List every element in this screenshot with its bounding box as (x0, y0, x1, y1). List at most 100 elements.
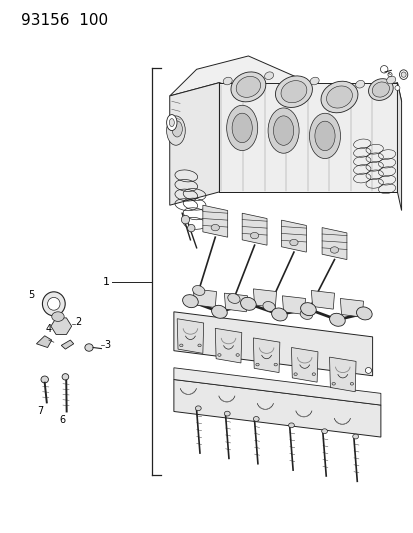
Polygon shape (51, 318, 71, 335)
Ellipse shape (380, 66, 387, 73)
Ellipse shape (329, 313, 344, 326)
Polygon shape (169, 56, 401, 115)
Ellipse shape (394, 85, 399, 90)
Ellipse shape (262, 302, 275, 311)
Ellipse shape (400, 72, 405, 77)
Ellipse shape (226, 106, 257, 150)
Ellipse shape (166, 116, 185, 145)
Ellipse shape (273, 364, 277, 366)
Ellipse shape (356, 307, 371, 320)
Ellipse shape (211, 305, 227, 318)
Ellipse shape (288, 423, 294, 427)
Ellipse shape (192, 286, 204, 295)
Polygon shape (339, 298, 363, 317)
Polygon shape (202, 205, 227, 237)
Ellipse shape (181, 215, 189, 224)
Polygon shape (173, 379, 380, 437)
Ellipse shape (399, 70, 407, 79)
Text: 2: 2 (75, 318, 81, 327)
Text: 4: 4 (46, 324, 52, 334)
Ellipse shape (355, 80, 364, 88)
Polygon shape (253, 289, 276, 308)
Polygon shape (396, 83, 401, 211)
Ellipse shape (179, 344, 183, 346)
Ellipse shape (268, 108, 298, 153)
Ellipse shape (264, 72, 273, 79)
Polygon shape (173, 368, 380, 405)
Polygon shape (219, 83, 396, 192)
Ellipse shape (187, 224, 195, 232)
Ellipse shape (309, 77, 318, 85)
Ellipse shape (387, 72, 391, 77)
Polygon shape (61, 340, 74, 349)
Polygon shape (224, 293, 247, 312)
Ellipse shape (386, 76, 395, 84)
Ellipse shape (166, 115, 177, 131)
Ellipse shape (275, 76, 312, 108)
Polygon shape (177, 319, 203, 353)
Ellipse shape (240, 297, 256, 310)
Ellipse shape (371, 82, 389, 97)
Polygon shape (321, 228, 346, 260)
Text: 6: 6 (59, 415, 65, 425)
Ellipse shape (230, 72, 265, 102)
Ellipse shape (52, 312, 64, 321)
Ellipse shape (314, 121, 334, 151)
Ellipse shape (224, 411, 230, 416)
Ellipse shape (235, 354, 239, 357)
Polygon shape (36, 336, 52, 348)
Ellipse shape (223, 77, 232, 85)
Polygon shape (169, 83, 219, 205)
Ellipse shape (331, 383, 335, 385)
Ellipse shape (311, 373, 315, 375)
Polygon shape (253, 338, 279, 373)
Ellipse shape (41, 376, 48, 383)
Text: 5: 5 (28, 290, 34, 300)
Ellipse shape (43, 292, 65, 316)
Ellipse shape (349, 383, 353, 385)
Ellipse shape (321, 429, 327, 434)
Polygon shape (281, 220, 306, 252)
Ellipse shape (289, 239, 297, 246)
Polygon shape (173, 312, 372, 376)
Ellipse shape (280, 80, 306, 103)
Polygon shape (242, 213, 266, 245)
Ellipse shape (320, 81, 357, 113)
Ellipse shape (197, 344, 201, 346)
Ellipse shape (85, 344, 93, 351)
Ellipse shape (255, 364, 259, 366)
Ellipse shape (232, 113, 252, 143)
Polygon shape (215, 328, 241, 363)
Ellipse shape (309, 114, 339, 159)
Ellipse shape (293, 373, 297, 375)
Ellipse shape (172, 121, 182, 137)
Ellipse shape (352, 434, 358, 439)
Ellipse shape (365, 368, 371, 373)
Ellipse shape (47, 297, 60, 310)
Ellipse shape (227, 294, 240, 303)
Text: 7: 7 (37, 406, 44, 416)
Text: 93156  100: 93156 100 (21, 13, 107, 28)
Ellipse shape (195, 406, 201, 410)
Text: 3: 3 (104, 341, 110, 350)
Polygon shape (311, 290, 334, 309)
Ellipse shape (253, 417, 259, 421)
Ellipse shape (211, 224, 219, 231)
Ellipse shape (330, 247, 338, 253)
Polygon shape (291, 348, 317, 382)
Ellipse shape (368, 79, 392, 100)
Ellipse shape (62, 374, 69, 380)
Ellipse shape (250, 232, 258, 239)
Polygon shape (282, 296, 305, 314)
Polygon shape (193, 289, 216, 308)
Polygon shape (329, 357, 355, 392)
Text: 1: 1 (102, 278, 109, 287)
Ellipse shape (300, 303, 316, 316)
Ellipse shape (217, 354, 221, 357)
Ellipse shape (182, 295, 198, 308)
Ellipse shape (236, 76, 260, 98)
Ellipse shape (271, 308, 287, 321)
Ellipse shape (273, 116, 293, 146)
Ellipse shape (169, 118, 174, 126)
Ellipse shape (326, 86, 351, 108)
